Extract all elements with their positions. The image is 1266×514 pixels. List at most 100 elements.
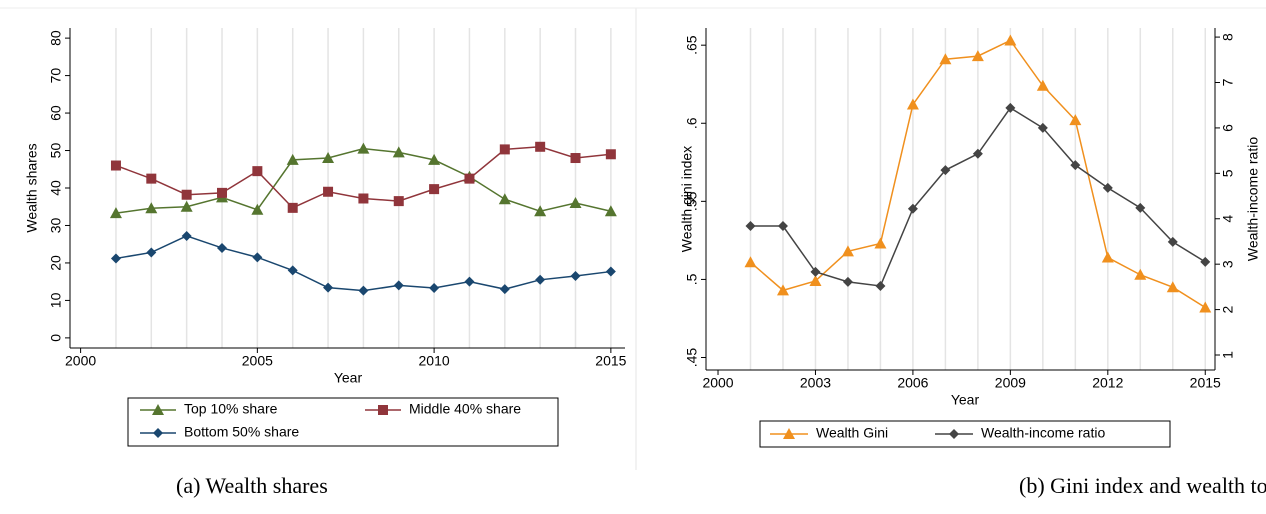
marker: [1200, 256, 1211, 267]
marker: [146, 173, 157, 184]
marker: [1037, 122, 1048, 133]
marker: [252, 166, 263, 177]
y2-axis-label: Wealth-income ratio: [1245, 137, 1261, 261]
marker: [498, 193, 511, 205]
marker: [1134, 268, 1147, 280]
marker: [744, 256, 757, 268]
x-axis-label: Year: [334, 370, 363, 386]
marker: [940, 165, 951, 176]
marker: [875, 280, 886, 291]
marker: [358, 285, 369, 296]
marker: [429, 283, 440, 294]
legend-box: [127, 397, 559, 447]
marker: [110, 253, 121, 264]
marker: [252, 252, 263, 263]
marker: [1166, 281, 1179, 293]
legend-marker: [152, 404, 164, 415]
marker: [1036, 79, 1049, 91]
marker: [534, 205, 547, 217]
legend-label: Wealth-income ratio: [981, 425, 1105, 441]
marker: [1004, 34, 1017, 46]
y2-tick-label: 2: [1220, 305, 1236, 313]
x-tick-label: 2006: [897, 375, 928, 391]
marker: [393, 280, 404, 291]
y2-tick-label: 3: [1220, 260, 1236, 268]
y-tick-label: .45: [684, 348, 700, 368]
marker: [323, 186, 334, 197]
legend-label: Wealth Gini: [816, 425, 888, 441]
marker: [939, 53, 952, 65]
x-tick-label: 2010: [419, 353, 450, 369]
x-tick-label: 2015: [1190, 375, 1221, 391]
y-tick-label: .6: [684, 117, 700, 129]
marker: [357, 142, 370, 154]
y-axis-label: Wealth gini index: [679, 146, 695, 252]
y-tick-label: 80: [48, 30, 64, 46]
y-tick-label: 60: [48, 105, 64, 121]
marker: [287, 265, 298, 276]
marker: [393, 196, 404, 207]
marker: [499, 284, 510, 295]
marker: [535, 141, 546, 152]
marker: [110, 160, 121, 171]
marker: [109, 207, 122, 219]
caption: (a) Wealth shares: [176, 473, 328, 498]
marker: [499, 144, 510, 155]
legend-label: Top 10% share: [184, 401, 278, 417]
marker: [181, 230, 192, 241]
marker: [777, 221, 788, 232]
x-tick-label: 2009: [995, 375, 1026, 391]
marker: [464, 276, 475, 287]
marker: [323, 282, 334, 293]
marker: [181, 189, 192, 200]
marker: [464, 173, 475, 184]
y-tick-label: 30: [48, 217, 64, 233]
marker: [358, 193, 369, 204]
y-tick-label: 40: [48, 180, 64, 196]
y2-tick-label: 7: [1220, 78, 1236, 86]
x-axis-label: Year: [951, 392, 980, 408]
marker: [217, 187, 228, 198]
legend-label: Middle 40% share: [409, 401, 521, 417]
legend-marker: [378, 405, 388, 415]
marker: [570, 153, 581, 164]
marker: [286, 153, 299, 165]
marker: [776, 284, 789, 296]
marker: [810, 266, 821, 277]
marker: [322, 152, 335, 164]
y2-tick-label: 8: [1220, 33, 1236, 41]
marker: [1199, 301, 1212, 313]
y2-tick-label: 6: [1220, 124, 1236, 132]
marker: [906, 98, 919, 110]
marker: [972, 148, 983, 159]
marker: [874, 237, 887, 249]
marker: [605, 266, 616, 277]
y-axis-label: Wealth shares: [24, 143, 40, 232]
legend-marker: [153, 428, 163, 438]
y2-tick-label: 5: [1220, 169, 1236, 177]
y-tick-label: 0: [48, 334, 64, 342]
y-tick-label: 50: [48, 143, 64, 159]
marker: [1070, 160, 1081, 171]
x-tick-label: 2005: [242, 353, 273, 369]
legend-marker: [783, 428, 795, 439]
marker: [1102, 182, 1113, 193]
x-tick-label: 2000: [702, 375, 733, 391]
marker: [745, 221, 756, 232]
marker: [907, 203, 918, 214]
x-tick-label: 2003: [800, 375, 831, 391]
marker: [570, 271, 581, 282]
y-tick-label: .65: [684, 35, 700, 55]
marker: [429, 184, 440, 195]
marker: [605, 149, 616, 160]
marker: [287, 202, 298, 213]
caption: (b) Gini index and wealth to income rati…: [1019, 473, 1266, 498]
x-tick-label: 2000: [65, 353, 96, 369]
y-tick-label: .55: [684, 191, 700, 211]
marker: [428, 153, 441, 165]
x-tick-label: 2015: [595, 353, 626, 369]
marker: [971, 50, 984, 62]
marker: [392, 146, 405, 158]
y-tick-label: .5: [684, 273, 700, 285]
